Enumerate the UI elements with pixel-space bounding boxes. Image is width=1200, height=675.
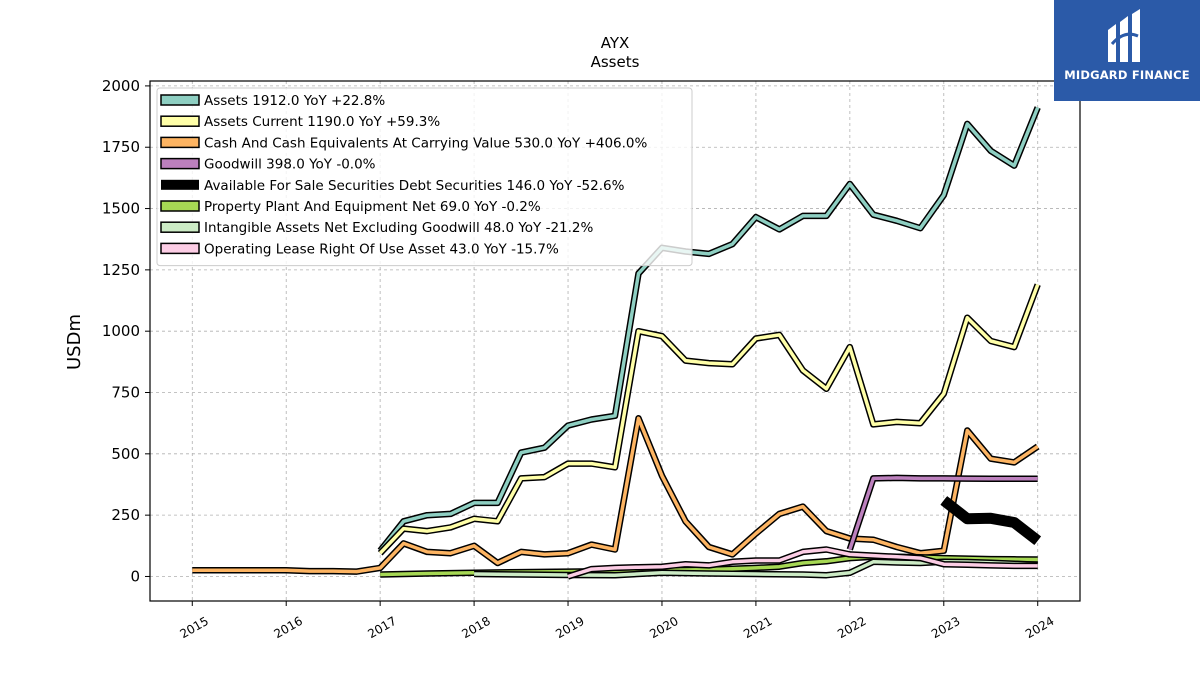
plot-frame [149,80,1081,602]
legend-swatch [161,179,199,190]
y-tick-label: 1500 [102,200,140,218]
legend-swatch [160,157,200,170]
series-line-stroke [378,283,1040,555]
series-line-stroke [192,416,1039,574]
legend-item: Cash And Cash Equivalents At Carrying Va… [160,135,648,151]
logo-mark-icon [1108,9,1140,62]
series-line [567,546,1038,580]
legend-swatch [160,94,200,106]
series-line-stroke [378,106,1040,552]
legend-item: Property Plant And Equipment Net 69.0 Yo… [160,199,541,215]
legend-label: Assets 1912.0 YoY +22.8% [204,93,385,109]
legend-label: Assets Current 1190.0 YoY +59.3% [204,114,440,130]
legend-item: Assets 1912.0 YoY +22.8% [160,93,385,109]
legend-swatch [160,221,200,233]
series-line [846,474,1038,551]
series-line [377,106,1041,553]
legend-swatch [160,115,200,127]
series-line [940,496,1042,546]
legend-label: Goodwill 398.0 YoY -0.0% [204,157,376,173]
legend: Assets 1912.0 YoY +22.8% Assets Current 1… [156,87,693,267]
series-line [192,415,1040,575]
y-tick-label: 250 [111,506,140,524]
chart-ticker: AYX [601,34,630,52]
legend-box [156,87,693,267]
series-line-stroke [848,476,1038,551]
series-line-stroke [567,547,1038,579]
legend-item: Available For Sale Securities Debt Secur… [161,178,625,194]
series-line [377,283,1041,556]
chart-title: Assets [591,53,640,71]
y-tick-label: 2000 [102,77,140,95]
y-tick-label: 0 [130,567,140,585]
legend-label: Available For Sale Securities Debt Secur… [204,178,625,194]
brand-logo: MIDGARD FINANCE [1054,0,1200,101]
legend-swatch [160,136,200,149]
legend-item: Operating Lease Right Of Use Asset 43.0 … [160,241,559,257]
legend-swatch [160,200,200,212]
y-tick-label: 1250 [102,261,140,279]
logo-text: MIDGARD FINANCE [1064,68,1190,82]
y-tick-label: 500 [111,445,140,463]
y-tick-label: 1000 [102,322,140,340]
legend-label: Property Plant And Equipment Net 69.0 Yo… [204,199,541,215]
legend-label: Cash And Cash Equivalents At Carrying Va… [204,135,648,151]
legend-label: Operating Lease Right Of Use Asset 43.0 … [204,241,559,257]
legend-label: Intangible Assets Net Excluding Goodwill… [204,220,594,236]
y-tick-label: 1750 [102,138,140,156]
series-layer [192,106,1042,580]
y-axis-label: USDm [64,314,85,370]
legend-swatch [160,242,200,255]
series-line-stroke [941,497,1041,544]
legend-item: Assets Current 1190.0 YoY +59.3% [160,114,440,130]
legend-item: Intangible Assets Net Excluding Goodwill… [160,220,594,236]
y-tick-label: 750 [111,384,140,402]
legend-item: Goodwill 398.0 YoY -0.0% [160,157,376,173]
